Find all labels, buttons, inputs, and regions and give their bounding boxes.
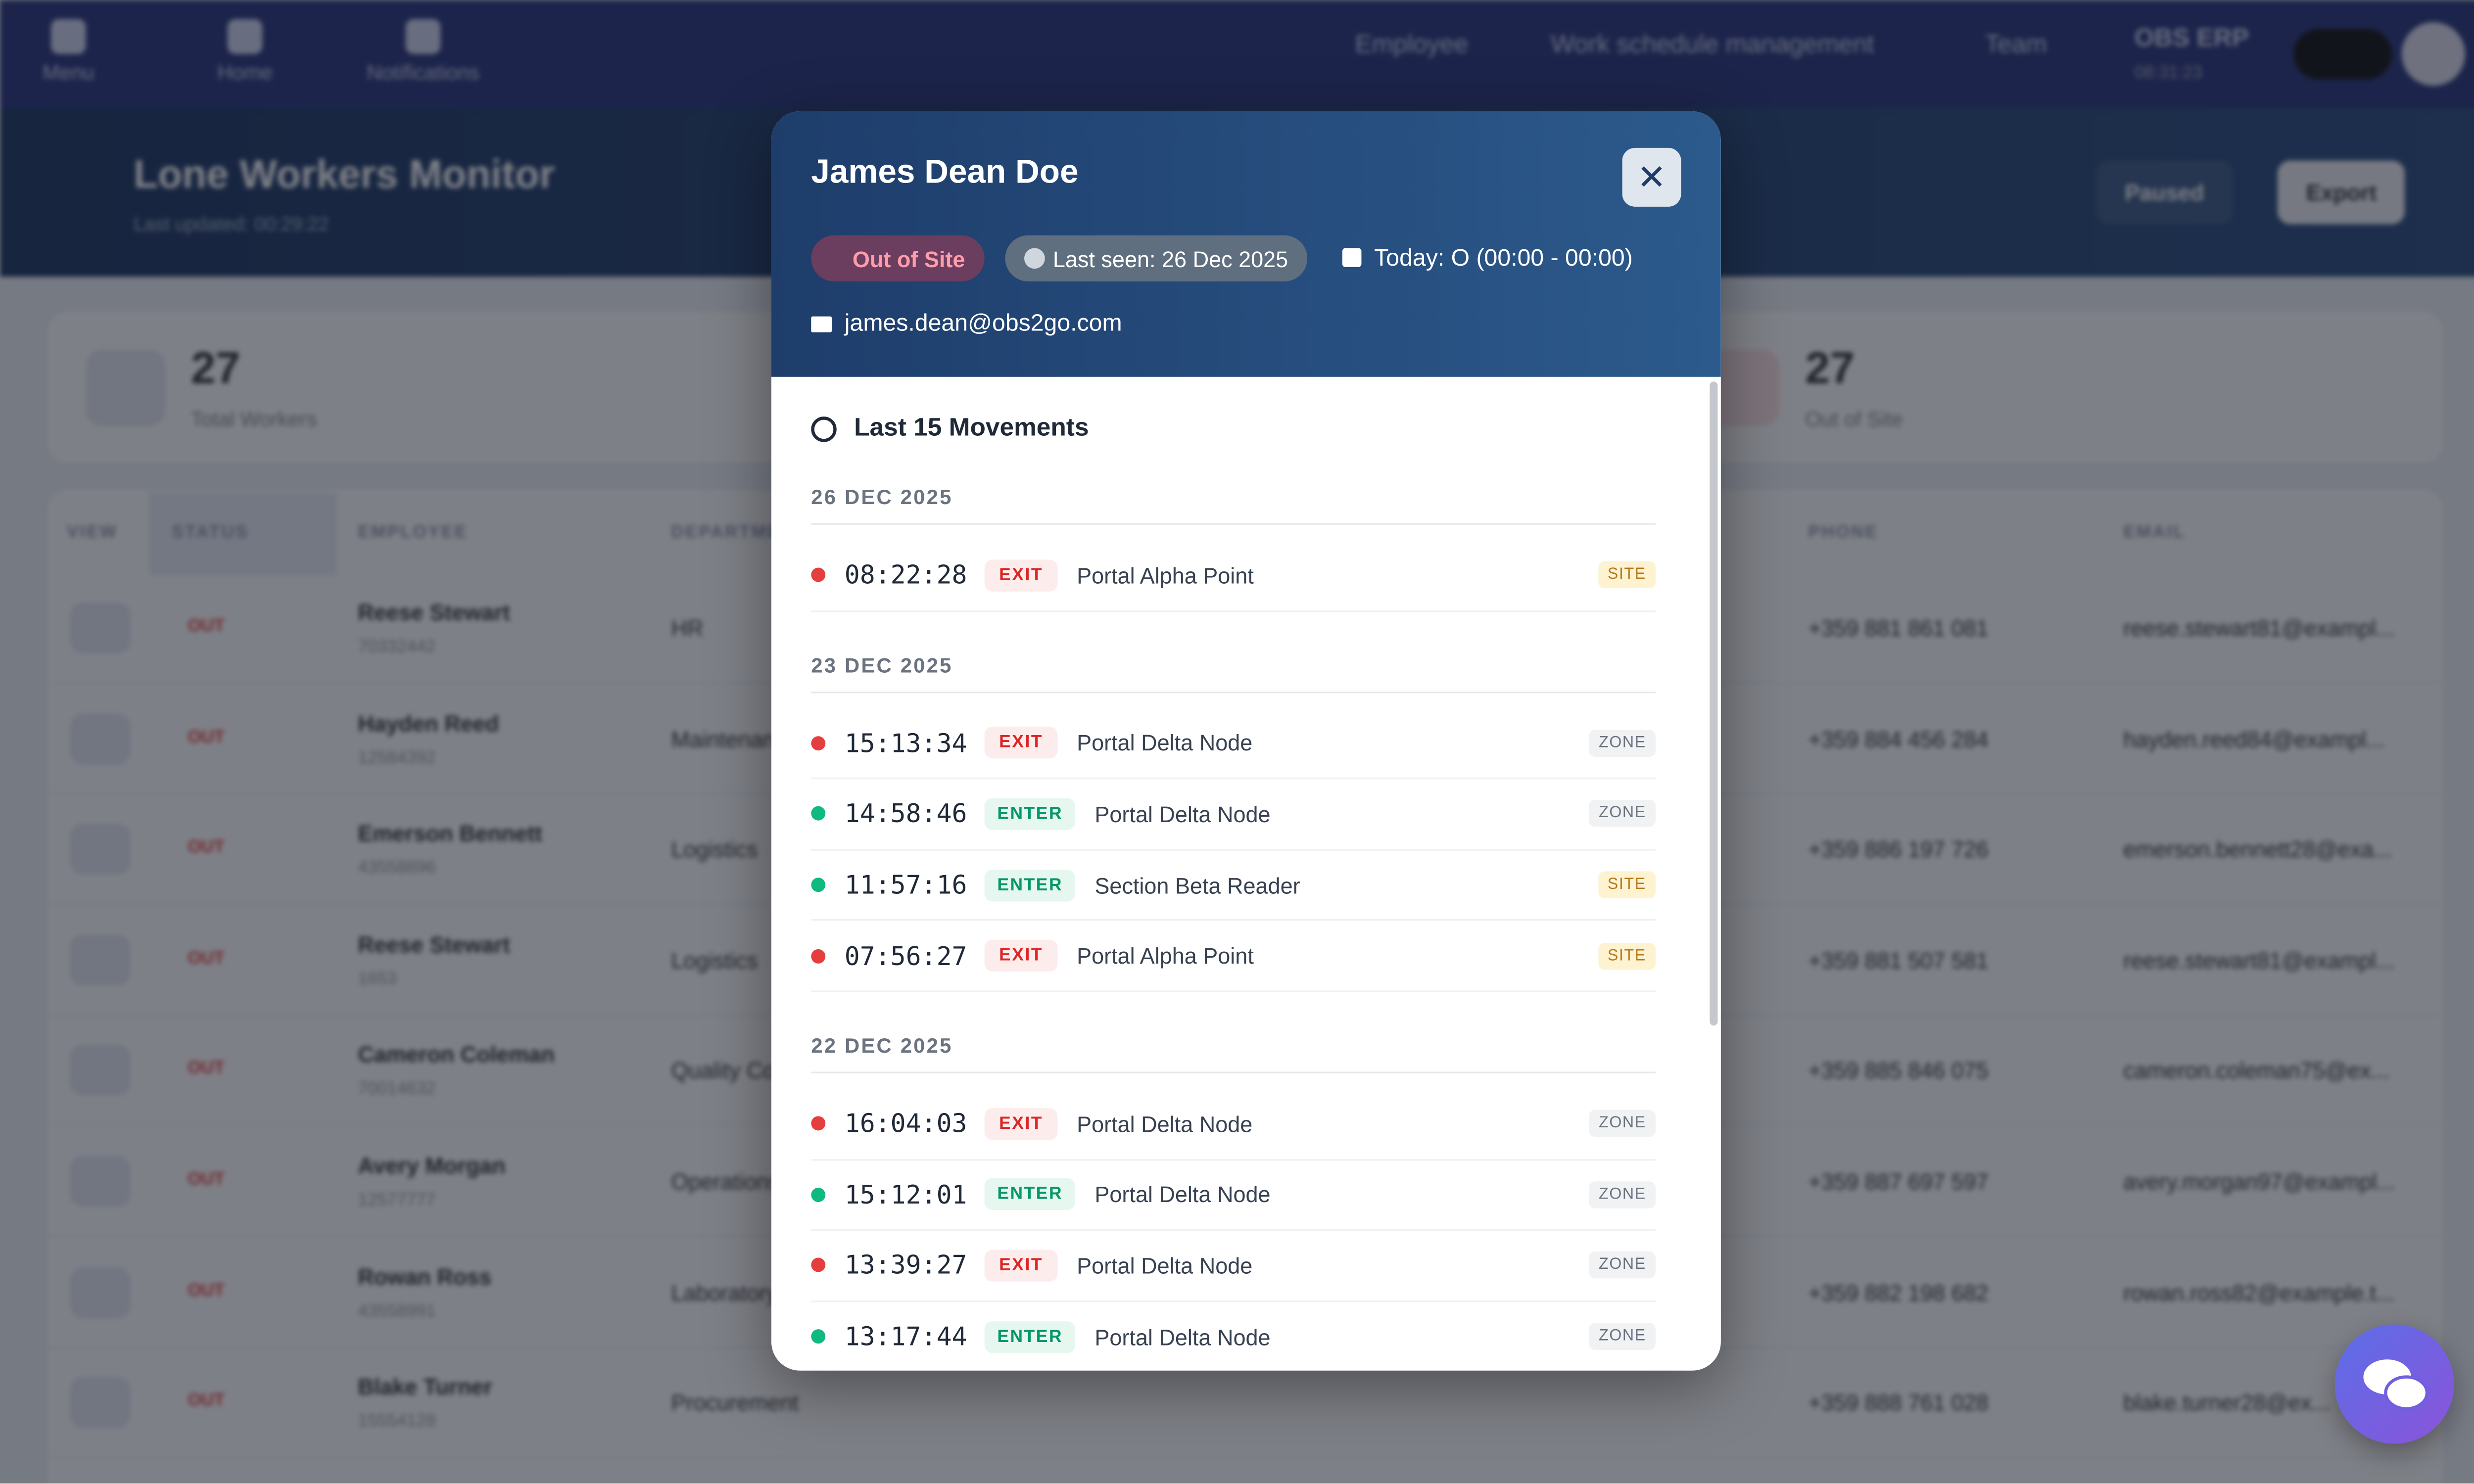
movement-type: EXIT [984, 1250, 1058, 1282]
movement-row: 14:58:46 ENTER Portal Delta Node ZONE [811, 780, 1656, 850]
status-pill: Out of Site [811, 235, 984, 281]
today-schedule: Today: O (00:00 - 00:00) [1374, 245, 1633, 272]
movement-list: Last 15 Movements 26 DEC 2025 08:22:28 EXIT… [771, 377, 1710, 1371]
movement-row: 15:13:34 EXIT Portal Delta Node ZONE [811, 708, 1656, 780]
movement-time: 08:22:28 [844, 560, 967, 591]
movement-row: 13:39:27 EXIT Portal Delta Node ZONE [811, 1231, 1656, 1302]
movement-row: 11:57:16 ENTER Section Beta Reader SITE [811, 850, 1656, 922]
scope-badge: ZONE [1589, 730, 1656, 757]
movement-location: Portal Delta Node [1094, 801, 1271, 827]
status-dot [811, 736, 826, 750]
movement-time: 11:57:16 [844, 870, 967, 900]
spacer [771, 693, 1710, 708]
status-dot [811, 1258, 826, 1273]
movement-time: 07:56:27 [844, 940, 967, 971]
movement-time: 15:12:01 [844, 1179, 967, 1210]
calendar-icon [1342, 248, 1362, 268]
scope-badge: SITE [1598, 561, 1656, 589]
mail-icon [811, 316, 832, 332]
movement-location: Portal Delta Node [1094, 1324, 1271, 1349]
status-dot [811, 878, 826, 892]
movement-type: ENTER [984, 1178, 1076, 1211]
close-button[interactable]: ✕ [1622, 147, 1681, 207]
movement-row: 15:12:01 ENTER Portal Delta Node ZONE [811, 1160, 1656, 1231]
status-dot [811, 1187, 826, 1202]
section-title: Last 15 Movements [854, 415, 1089, 442]
worker-modal: James Dean Doe ✕ Out of Site Last seen: 26 … [771, 111, 1721, 1371]
movement-type: ENTER [984, 798, 1076, 830]
chat-button[interactable] [2334, 1324, 2454, 1444]
date-heading: 23 DEC 2025 [811, 653, 1656, 693]
status-dot [811, 1329, 826, 1344]
spacer [771, 525, 1710, 541]
status-dot [811, 948, 826, 963]
status-dot [811, 807, 826, 822]
movement-type: EXIT [984, 727, 1058, 759]
status-dot [811, 1116, 826, 1131]
movement-location: Portal Delta Node [1077, 730, 1253, 756]
movement-type: EXIT [984, 940, 1058, 972]
movement-row: 08:22:28 EXIT Portal Alpha Point SITE [811, 541, 1656, 612]
scrollbar[interactable] [1710, 381, 1718, 1026]
movement-location: Portal Delta Node [1077, 1252, 1253, 1279]
date-heading: 22 DEC 2025 [811, 1033, 1656, 1073]
movement-type: EXIT [984, 559, 1058, 592]
modal-header: James Dean Doe ✕ Out of Site Last seen: 26 … [771, 111, 1721, 377]
section-header: Last 15 Movements [811, 415, 1670, 444]
movement-location: Portal Delta Node [1077, 1111, 1253, 1137]
movement-location: Portal Alpha Point [1077, 562, 1254, 588]
spacer [771, 1073, 1710, 1089]
movement-row: 13:17:44 ENTER Portal Delta Node ZONE [811, 1302, 1656, 1371]
scope-badge: ZONE [1589, 800, 1656, 828]
status-dot [811, 568, 826, 583]
date-heading: 26 DEC 2025 [811, 485, 1656, 525]
movement-row: 16:04:03 EXIT Portal Delta Node ZONE [811, 1089, 1656, 1160]
worker-email: james.dean@obs2go.com [844, 310, 1122, 337]
scope-badge: ZONE [1589, 1110, 1656, 1138]
movement-location: Portal Alpha Point [1077, 943, 1254, 969]
movement-location: Portal Delta Node [1094, 1182, 1271, 1207]
worker-name: James Dean Doe [811, 154, 1079, 191]
movement-time: 13:17:44 [844, 1321, 967, 1352]
movement-type: ENTER [984, 1320, 1076, 1352]
movement-time: 15:13:34 [844, 728, 967, 758]
chat-icon [2363, 1359, 2429, 1411]
scope-badge: ZONE [1589, 1252, 1656, 1279]
scope-badge: ZONE [1589, 1323, 1656, 1350]
movement-type: EXIT [984, 1108, 1058, 1140]
movement-row: 07:56:27 EXIT Portal Alpha Point SITE [811, 921, 1656, 992]
movement-type: ENTER [984, 869, 1076, 901]
movement-time: 16:04:03 [844, 1109, 967, 1139]
movement-time: 13:39:27 [844, 1250, 967, 1281]
scope-badge: ZONE [1589, 1181, 1656, 1208]
history-icon [811, 417, 837, 442]
scope-badge: SITE [1598, 942, 1656, 970]
last-seen-pill: Last seen: 26 Dec 2025 [1005, 235, 1307, 281]
movement-time: 14:58:46 [844, 799, 967, 830]
scope-badge: SITE [1598, 871, 1656, 899]
clock-icon [1024, 248, 1045, 269]
movement-location: Section Beta Reader [1094, 872, 1300, 898]
